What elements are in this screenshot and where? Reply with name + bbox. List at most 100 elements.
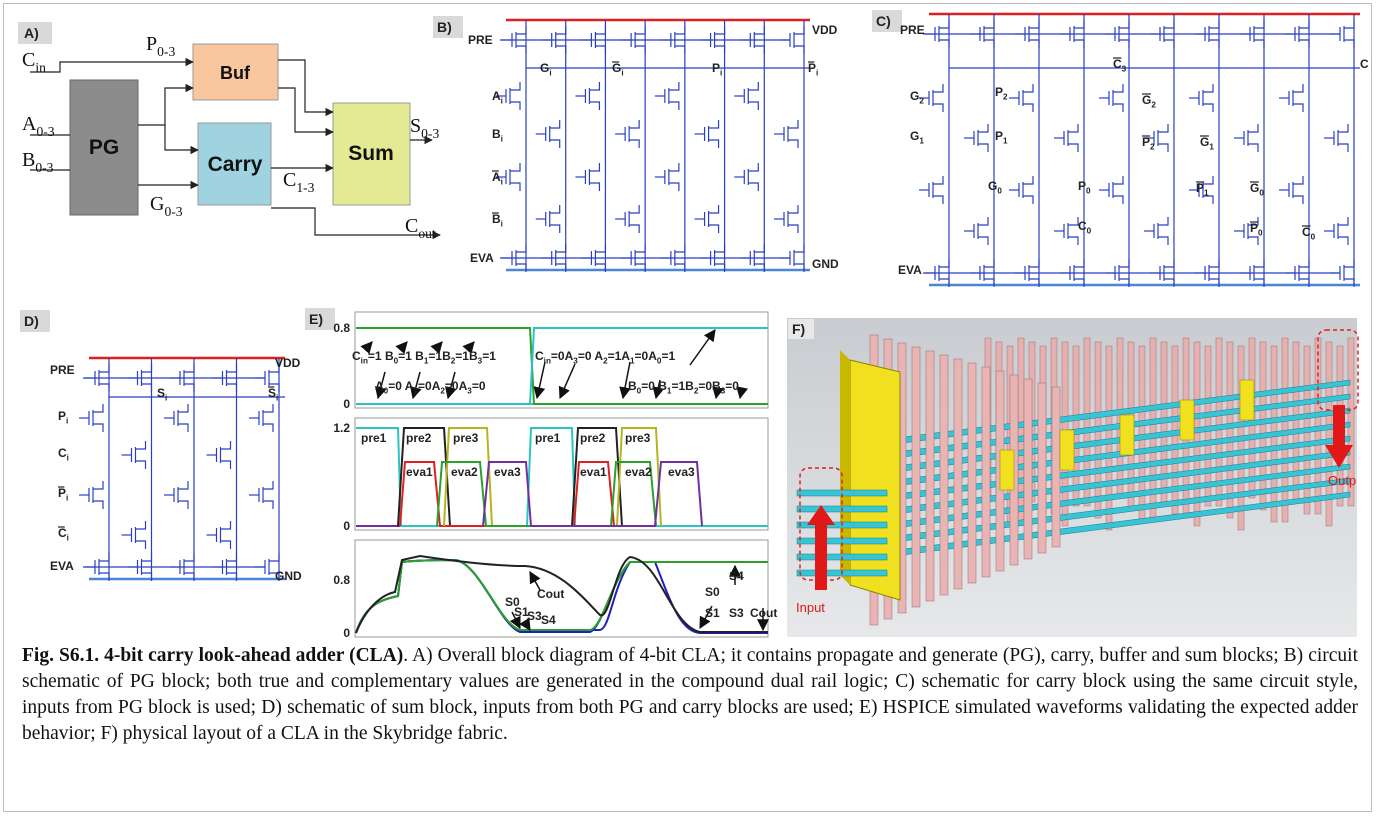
terminals [933, 84, 943, 112]
text-part: G [910, 129, 919, 143]
subscript: 0-3 [36, 124, 54, 139]
text-part: P [808, 61, 816, 75]
subscript: i [501, 97, 503, 106]
subscript: 0-3 [35, 160, 53, 175]
signal-label: Pi [58, 486, 68, 503]
text-part: pre2 [580, 431, 606, 445]
pillar [954, 359, 962, 589]
text-part: G [150, 193, 164, 215]
panel-label: A) [24, 25, 39, 41]
text-part: C [352, 349, 361, 363]
signal-label: B0-3 [22, 149, 54, 175]
terminals [550, 120, 560, 148]
annotation: Cout [750, 606, 777, 620]
pillar [982, 367, 990, 577]
text-part: P [1142, 135, 1150, 149]
text-part: A [375, 379, 384, 393]
terminals [178, 481, 188, 509]
subscript: 0 [1311, 233, 1316, 242]
text-part: S4 [729, 569, 744, 583]
signal-label: Gi [612, 61, 624, 78]
y-tick-label: 0.8 [333, 573, 350, 587]
text-part: P [1196, 181, 1204, 195]
text-part: eva3 [668, 465, 695, 479]
text-part: G [612, 61, 621, 75]
terminals [1023, 84, 1033, 112]
signal-label: Ai [492, 170, 503, 187]
text-part: VDD [275, 356, 301, 370]
annotation: pre2 [580, 431, 606, 445]
wire [138, 88, 193, 125]
terminals [978, 124, 988, 152]
text-part: pre1 [535, 431, 561, 445]
text-part: pre3 [625, 431, 651, 445]
figure: A) PG Buf Carry Sum CinA0-3B0-3P0-3G0-3C… [0, 0, 1377, 640]
subscript: i [66, 494, 68, 503]
signal-label: G2 [1142, 93, 1156, 110]
subscript: i [501, 135, 503, 144]
text-part: =0 B [641, 379, 667, 393]
signal-label: Cout [405, 215, 436, 241]
text-part: S [268, 386, 276, 400]
text-part: B [492, 212, 501, 226]
text-part: P [58, 409, 66, 423]
terminals [933, 176, 943, 204]
pillar [1073, 346, 1079, 506]
text-part: =1 [661, 349, 675, 363]
text-part: =0 [725, 379, 739, 393]
terminals [1203, 84, 1213, 112]
terminals [978, 217, 988, 245]
signal-label: A0-3 [22, 113, 55, 139]
subscript: i [549, 69, 551, 78]
subscript: 1-3 [296, 180, 314, 195]
terminals [1248, 124, 1258, 152]
annotation: S3 [729, 606, 744, 620]
text-part: VDD [812, 23, 838, 37]
subscript: 2 [1150, 143, 1155, 152]
pillar [1260, 342, 1266, 510]
wire [278, 60, 333, 112]
caption: Fig. S6.1. 4-bit carry look-ahead adder … [22, 643, 1358, 747]
text-part: C [58, 526, 67, 540]
pillar [1106, 346, 1112, 530]
text-part: PRE [468, 33, 493, 47]
panel-e: E) [305, 308, 777, 640]
terminals [93, 404, 103, 432]
text-part: EVA [470, 251, 494, 265]
text-part: B [492, 127, 501, 141]
terminals [221, 441, 231, 469]
subscript: i [501, 220, 503, 229]
terminals [788, 205, 798, 233]
text-part: =1A [608, 349, 631, 363]
text-part: P [58, 486, 66, 500]
signal-label: Si [157, 386, 167, 403]
annotation: pre1 [361, 431, 387, 445]
annotation: S4 [729, 569, 744, 583]
text-part: S3 [729, 606, 744, 620]
text-part: pre1 [361, 431, 387, 445]
text-part: GND [812, 257, 839, 271]
text-part: EVA [898, 263, 922, 277]
text-part: =0A [418, 379, 441, 393]
signal-label: G2 [910, 89, 924, 106]
text-part: pre3 [453, 431, 479, 445]
terminals [550, 205, 560, 233]
terminals [1158, 124, 1168, 152]
text-part: pre2 [406, 431, 432, 445]
text-part: P [995, 85, 1003, 99]
subscript: in [35, 60, 46, 75]
text-part: C [1078, 219, 1087, 233]
text-part: G [1142, 93, 1151, 107]
text-part: G [1250, 181, 1259, 195]
text-part: =1 B [368, 349, 394, 363]
block-label: Sum [348, 142, 394, 165]
text-part: C [1302, 225, 1311, 239]
text-part: A [22, 113, 37, 135]
text-part: S4 [541, 613, 556, 627]
block-label: PG [89, 136, 119, 159]
subscript: 1 [1209, 143, 1214, 152]
text-part: C [283, 169, 296, 191]
text-part: S1 [705, 606, 720, 620]
y-tick-label: 0.8 [333, 321, 350, 335]
